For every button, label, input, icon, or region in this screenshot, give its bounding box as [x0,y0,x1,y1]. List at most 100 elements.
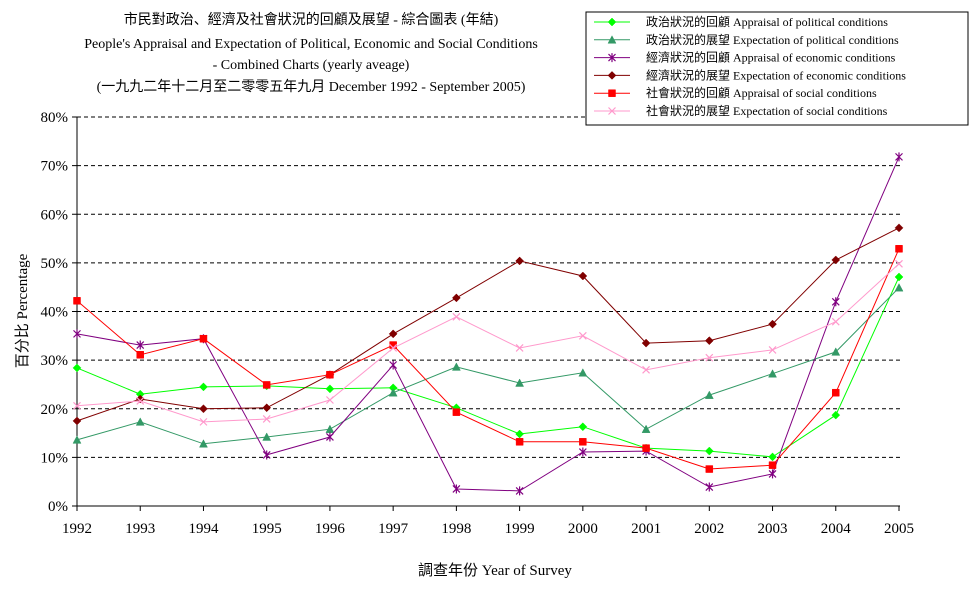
series-1-point-1992 [72,363,82,373]
series-6-point-1992 [73,401,81,410]
x-tick-label-2000: 2000 [568,521,598,537]
y-tick-label-80: 80% [41,110,69,126]
series-3-point-1997 [389,360,398,370]
y-tick-label-20: 20% [41,402,69,418]
series-2-point-2000 [578,368,588,377]
x-tick-label-2002: 2002 [694,521,724,537]
legend-label-2: 政治狀況的展望 Expectation of political conditi… [646,32,899,47]
series-6-line [76,263,900,423]
series-2-line [76,287,900,445]
series-6-point-2000 [578,331,587,340]
y-tick-label-60: 60% [41,207,69,223]
y-tick-label-30: 30% [41,353,69,369]
series-1-line [76,276,900,458]
series-3-point-1998 [452,484,461,494]
series-2-point-1999 [515,378,525,387]
x-tick-label-1996: 1996 [315,521,346,537]
legend-entry-1: 政治狀況的回顧 Appraisal of political condition… [594,14,888,29]
plot-series [72,152,904,496]
y-axis-title: 百分比 Percentage [14,253,31,368]
x-axis-title: 調查年份 Year of Survey [418,562,572,579]
series-4-point-1992 [72,416,82,426]
series-4-point-1998 [452,293,461,303]
legend-entry-3: 經濟狀況的回顧 Appraisal of economic conditions [594,50,896,65]
series-3-point-1999 [515,486,524,496]
series-3-point-1992 [73,329,81,339]
chart-subtitle: - Combined Charts (yearly aveage) [213,58,410,73]
series-5 [73,245,903,473]
legend-label-6: 社會狀況的展望 Expectation of social conditions [646,103,888,118]
x-tick-label-2001: 2001 [631,521,661,537]
chart-title-chinese: 市民對政治、經濟及社會狀況的回顧及展望 - 綜合圖表 (年結) [124,11,499,28]
chart-title: 市民對政治、經濟及社會狀況的回顧及展望 - 綜合圖表 (年結) People's… [84,11,538,95]
series-6-point-1996 [325,396,334,404]
x-tick-label-1994: 1994 [188,521,219,537]
series-5-point-1995 [262,381,271,389]
legend-label-3: 經濟狀況的回顧 Appraisal of economic conditions [646,50,896,65]
series-6 [73,259,903,426]
axes: 0% 10% 20% 30% 40% 50% 60% 70% 80% 1992 1993 1994 19… [41,110,915,537]
series-2-point-2003 [768,369,777,378]
series-1-point-2005 [894,272,904,282]
series-4-point-2005 [894,223,904,233]
series-2-point-1992 [72,435,82,444]
x-tick-label-1995: 1995 [252,521,282,537]
legend-label-4: 經濟狀況的展望 Expectation of economic conditio… [646,67,906,82]
series-5-point-1993 [136,351,144,359]
series-1-point-1994 [199,382,208,392]
series-2-point-2004 [831,347,841,356]
series-4-point-2004 [831,255,841,265]
series-4-point-2002 [704,336,714,346]
series-1-point-2000 [578,422,588,432]
series-2-point-1995 [262,432,272,441]
series-6-point-1995 [262,415,271,423]
series-6-point-1997 [389,344,398,352]
series-5-point-1992 [73,297,81,305]
x-tick-label-2004: 2004 [821,521,852,537]
series-5-point-2003 [768,461,777,469]
y-tick-label-40: 40% [41,305,69,321]
legend-marker-4 [607,71,617,80]
series-4-point-2001 [641,338,651,348]
x-tick-label-1992: 1992 [62,521,92,537]
legend-label-1: 政治狀況的回顧 Appraisal of political condition… [646,14,888,29]
series-2-point-1997 [388,388,398,397]
series-2 [72,283,904,448]
series-3-point-2000 [578,447,587,457]
series-2-point-2001 [641,424,651,433]
legend-marker-2 [607,35,617,44]
series-4 [72,223,904,426]
legend-marker-1 [607,17,617,27]
series-2-point-1998 [451,362,461,371]
series-6-point-1994 [199,417,208,426]
series-4-point-1994 [199,404,208,414]
series-6-point-2004 [831,317,840,326]
legend-entry-5: 社會狀況的回顧 Appraisal of social conditions [594,85,877,100]
series-3-point-2004 [831,297,840,307]
x-tick-label-1999: 1999 [505,521,535,537]
series-5-point-1994 [199,334,208,343]
y-tick-label-0: 0% [48,499,68,515]
series-6-point-1993 [136,397,145,405]
series-3-point-1996 [325,432,334,442]
x-tick-label-1997: 1997 [378,521,409,537]
legend-entry-2: 政治狀況的展望 Expectation of political conditi… [594,32,899,47]
series-2-point-2002 [704,390,714,399]
series-1-point-2004 [831,410,841,420]
series-3-point-2003 [768,469,777,479]
series-2-point-1994 [199,439,208,448]
legend-box [585,11,969,126]
series-6-point-1999 [515,344,524,352]
series-5-line [76,248,900,470]
x-tick-label-1993: 1993 [125,521,155,537]
chart-title-english: People's Appraisal and Expectation of Po… [84,37,538,52]
series-5-point-2001 [642,444,650,452]
chart-date-range: (一九九二年十二月至二零零五年九月 December 1992 - Septem… [97,79,526,95]
series-6-point-2003 [768,345,777,354]
series-6-point-2005 [895,259,903,268]
legend-marker-6 [608,107,616,115]
y-tick-label-70: 70% [41,159,69,175]
y-tick-label-50: 50% [41,256,69,272]
series-1-point-2002 [704,446,714,456]
